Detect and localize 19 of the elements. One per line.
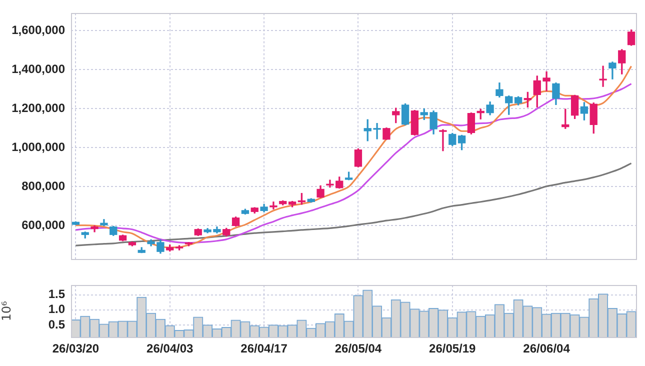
candlestick [270, 202, 278, 210]
y-tick-label: 1,000,000 [12, 140, 66, 154]
y-tick-label: 1.0 [48, 302, 66, 316]
y-tick-label: 1,200,000 [12, 101, 66, 116]
x-tick-label: 26/05/19 [429, 342, 476, 356]
x-tick-label: 26/04/17 [240, 342, 288, 356]
x-tick-label: 26/04/03 [146, 342, 194, 356]
y-tick-label: 1.5 [48, 287, 66, 302]
x-tick-label: 26/05/04 [334, 342, 382, 356]
y-tick-label: 0.5 [48, 317, 66, 332]
candlestick [599, 66, 607, 87]
y-tick-label: 800,000 [22, 178, 66, 193]
y-tick-label: 600,000 [22, 218, 66, 232]
x-tick-label: 26/06/04 [523, 342, 570, 356]
y-tick-label: 1,600,000 [12, 23, 66, 38]
x-tick-label: 26/03/20 [52, 342, 100, 356]
y-tick-label: 1,400,000 [12, 62, 66, 76]
candlestick [439, 129, 447, 152]
y-axis-title: 10⁶ [0, 300, 14, 322]
